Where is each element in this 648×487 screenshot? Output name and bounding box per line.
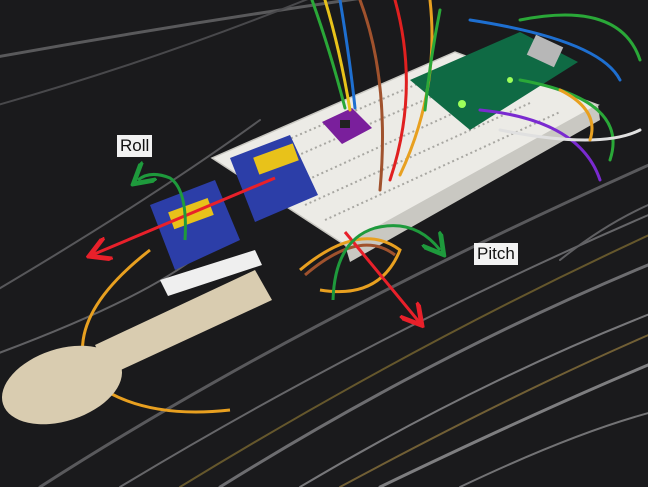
pitch-axis-arrow bbox=[343, 231, 420, 323]
roll-axis-arrow bbox=[92, 176, 276, 255]
roll-label: Roll bbox=[117, 135, 153, 157]
pitch-rotation-arrow bbox=[331, 224, 440, 301]
roll-rotation-arrow bbox=[138, 174, 187, 241]
spoon bbox=[1, 270, 272, 425]
imu-board bbox=[322, 108, 372, 144]
pitch-label: Pitch bbox=[474, 243, 518, 265]
microcontroller-board bbox=[410, 32, 578, 130]
jumper-wires bbox=[310, 0, 642, 192]
